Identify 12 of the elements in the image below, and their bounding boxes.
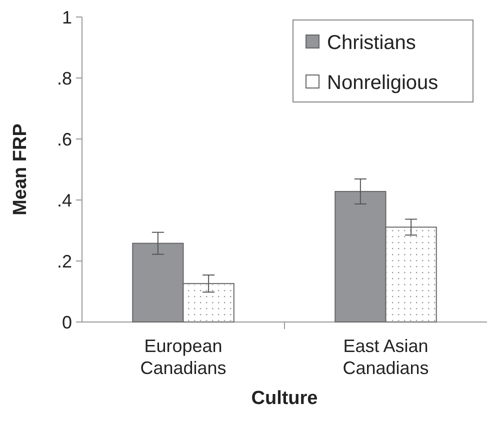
- y-axis-title: Mean FRP: [10, 123, 31, 216]
- y-tick-label: 0: [62, 312, 72, 332]
- y-tick-label: .4: [56, 190, 72, 210]
- x-axis-title: Culture: [251, 388, 318, 409]
- x-tick-label: European Canadians: [140, 336, 226, 378]
- legend-label: Nonreligious: [327, 72, 438, 94]
- y-tick-label: 1: [62, 7, 72, 28]
- y-tick-label: .8: [56, 68, 72, 88]
- y-tick-label: .2: [56, 251, 72, 272]
- legend-label: Christians: [327, 32, 416, 54]
- y-tick-label: .6: [56, 129, 72, 150]
- x-tick-label: East Asian Canadians: [342, 336, 429, 378]
